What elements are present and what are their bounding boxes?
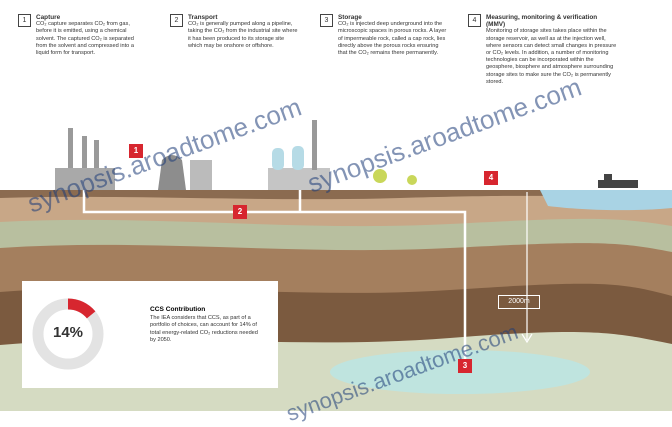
- step-title: Capture: [36, 14, 61, 21]
- step-number: 3: [320, 14, 333, 27]
- marker: 1: [129, 144, 143, 158]
- depth-label: 2000m: [498, 295, 540, 309]
- step-number: 1: [18, 14, 31, 27]
- plant: [268, 168, 330, 190]
- step-title: Measuring, monitoring & verification (MM…: [486, 14, 598, 29]
- plant: [55, 168, 115, 190]
- marker: 2: [233, 205, 247, 219]
- chimney: [312, 120, 317, 170]
- pipeline: [82, 190, 467, 360]
- step-number: 2: [170, 14, 183, 27]
- page: 1 Capture CO₂ capture separates CO₂ from…: [0, 14, 672, 427]
- depth-arrow: [521, 333, 533, 344]
- tree: [407, 175, 417, 185]
- step-title: Transport: [188, 14, 218, 21]
- step-text: CO₂ is injected deep underground into th…: [338, 21, 447, 57]
- tank: [272, 148, 284, 170]
- marker: 4: [484, 171, 498, 185]
- step-text: CO₂ capture separates CO₂ from gas, befo…: [36, 21, 134, 57]
- share-label: 14%: [52, 324, 84, 341]
- step: 4 Measuring, monitoring & verification (…: [468, 14, 618, 86]
- panel-text: The IEA considers that CCS, as part of a…: [150, 315, 258, 344]
- chimney: [94, 140, 99, 168]
- step: 3 Storage CO₂ is injected deep undergrou…: [320, 14, 448, 57]
- panel-title: CCS Contribution: [150, 306, 206, 313]
- tree: [373, 169, 387, 183]
- step-number: 4: [468, 14, 481, 27]
- cooling-tower: [158, 155, 186, 190]
- donut: [32, 298, 104, 370]
- step-text: Monitoring of storage sites takes place …: [486, 28, 617, 85]
- donut-share: [32, 298, 104, 370]
- step: 1 Capture CO₂ capture separates CO₂ from…: [18, 14, 146, 57]
- ship: [604, 174, 612, 180]
- ccs-panel: 14% CCS Contribution The IEA considers t…: [22, 281, 278, 388]
- plant: [190, 160, 212, 190]
- ship: [598, 180, 638, 188]
- marker: 3: [458, 359, 472, 373]
- step-title: Storage: [338, 14, 362, 21]
- chimney: [82, 136, 87, 168]
- tank: [292, 146, 304, 170]
- chimney: [68, 128, 73, 168]
- step: 2 Transport CO₂ is generally pumped alon…: [170, 14, 298, 50]
- step-text: CO₂ is generally pumped along a pipeline…: [188, 21, 298, 49]
- sea: [540, 190, 672, 211]
